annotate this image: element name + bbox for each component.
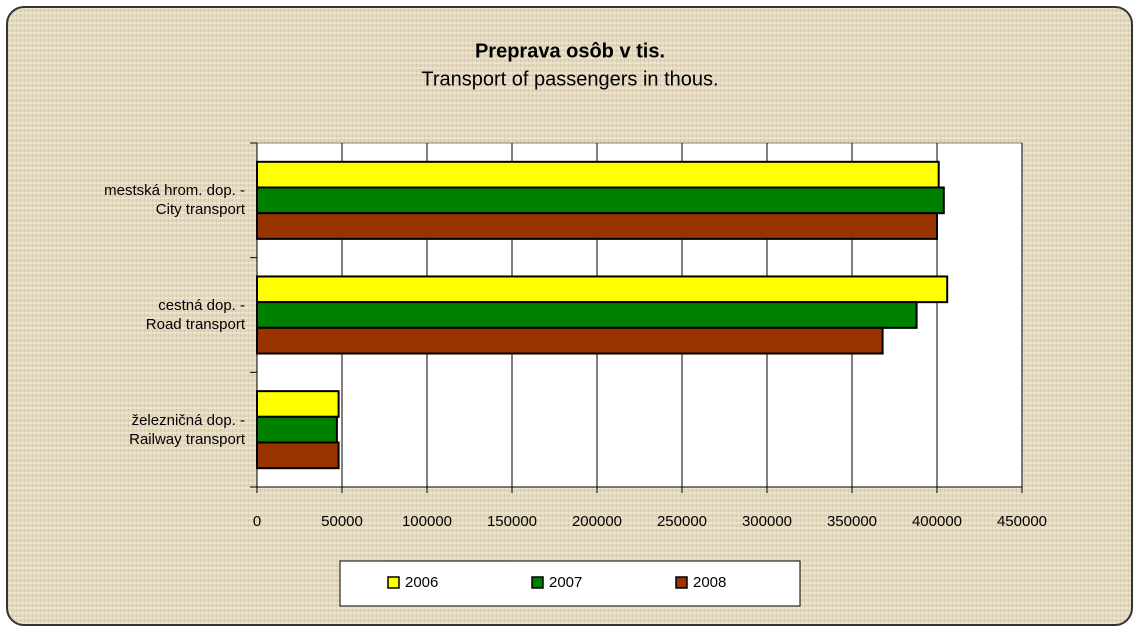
bar bbox=[256, 326, 884, 355]
x-tick-label: 400000 bbox=[912, 513, 962, 530]
legend-swatch bbox=[387, 576, 400, 589]
x-tick-label: 450000 bbox=[997, 513, 1047, 530]
legend-label: 2007 bbox=[549, 574, 582, 591]
legend-swatch bbox=[675, 576, 688, 589]
category-labels: mestská hrom. dop. - City transport cestn… bbox=[0, 0, 245, 618]
x-tick-label: 250000 bbox=[657, 513, 707, 530]
legend-label: 2008 bbox=[693, 574, 726, 591]
legend-box bbox=[339, 560, 801, 607]
y-tick-label: železničná dop. - Railway transport bbox=[129, 411, 245, 448]
legend-swatch bbox=[531, 576, 544, 589]
x-tick-label: 200000 bbox=[572, 513, 622, 530]
chart-title: Preprava osôb v tis. bbox=[475, 40, 665, 62]
bar bbox=[256, 415, 338, 444]
legend-label: 2006 bbox=[405, 574, 438, 591]
x-tick-label: 0 bbox=[253, 513, 261, 530]
x-tick-label: 300000 bbox=[742, 513, 792, 530]
bar bbox=[256, 301, 918, 329]
x-tick-label: 100000 bbox=[402, 513, 452, 530]
chart-subtitle: Transport of passengers in thous. bbox=[421, 68, 718, 90]
bar bbox=[256, 212, 938, 240]
x-tick-label: 150000 bbox=[487, 513, 537, 530]
x-tick-label: 50000 bbox=[321, 513, 363, 530]
bar bbox=[256, 186, 945, 215]
bar bbox=[256, 390, 340, 418]
y-tick-label: mestská hrom. dop. - City transport bbox=[104, 182, 245, 219]
bar bbox=[256, 160, 940, 189]
y-tick-label: cestná dop. - Road transport bbox=[145, 297, 245, 333]
bar bbox=[256, 275, 949, 304]
bar bbox=[256, 441, 340, 470]
x-tick-label: 350000 bbox=[827, 513, 877, 530]
